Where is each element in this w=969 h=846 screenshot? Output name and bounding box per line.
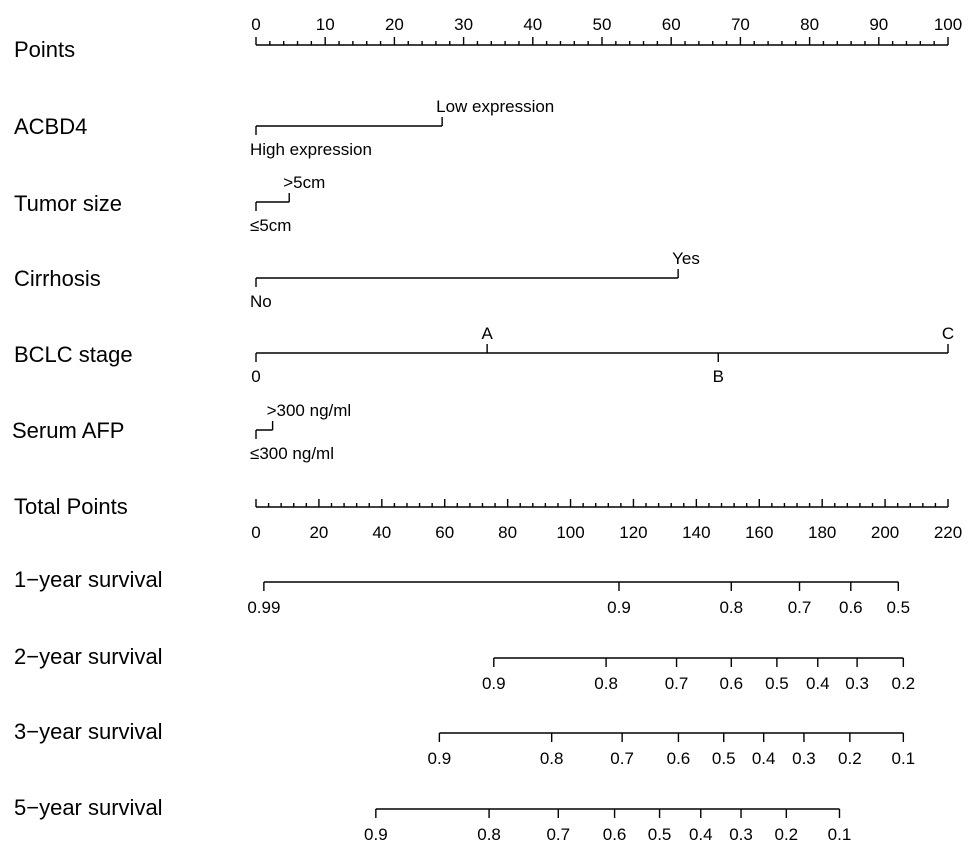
survival-tick-label: 0.3 bbox=[845, 674, 869, 693]
survival-tick-label: 0.5 bbox=[712, 749, 736, 768]
row-labels: Points ACBD4 Tumor size Cirrhosis BCLC s… bbox=[12, 37, 163, 820]
survival-tick-label: 0.9 bbox=[428, 749, 452, 768]
points-tick-label: 100 bbox=[934, 15, 962, 34]
total-points-tick-label: 160 bbox=[745, 523, 773, 542]
variable-label-serum-afp: Serum AFP bbox=[12, 418, 124, 443]
survival-tick-label: 0.1 bbox=[828, 825, 852, 844]
points-tick-label: 20 bbox=[385, 15, 404, 34]
survival-tick-label: 0.7 bbox=[788, 598, 812, 617]
points-tick-label: 60 bbox=[662, 15, 681, 34]
survival-tick-label: 0.9 bbox=[482, 674, 506, 693]
points-tick-label: 70 bbox=[731, 15, 750, 34]
total-points-tick-label: 200 bbox=[871, 523, 899, 542]
variable-level-label: C bbox=[942, 324, 954, 343]
survival-tick-label: 0.4 bbox=[752, 749, 776, 768]
points-tick-label: 80 bbox=[800, 15, 819, 34]
points-axis-label: Points bbox=[14, 37, 75, 62]
variable-label-tumor-size: Tumor size bbox=[14, 191, 122, 216]
variable-level-label: >300 ng/ml bbox=[267, 401, 352, 420]
points-tick-label: 30 bbox=[454, 15, 473, 34]
survival-label-5-year: 5−year survival bbox=[14, 795, 163, 820]
survival-label-1-year: 1−year survival bbox=[14, 567, 163, 592]
survival-tick-label: 0.8 bbox=[540, 749, 564, 768]
points-tick-label: 0 bbox=[251, 15, 260, 34]
variable-label-acbd4: ACBD4 bbox=[14, 114, 87, 139]
variable-label-cirrhosis: Cirrhosis bbox=[14, 266, 101, 291]
survival-tick-label: 0.7 bbox=[665, 674, 689, 693]
points-tick-label: 10 bbox=[316, 15, 335, 34]
survival-tick-label: 0.5 bbox=[886, 598, 910, 617]
survival-tick-label: 0.1 bbox=[892, 749, 916, 768]
survival-tick-label: 0.4 bbox=[689, 825, 713, 844]
variable-level-label: High expression bbox=[250, 140, 372, 159]
survival-tick-label: 0.8 bbox=[477, 825, 501, 844]
total-points-tick-label: 100 bbox=[556, 523, 584, 542]
survival-tick-label: 0.3 bbox=[792, 749, 816, 768]
points-tick-label: 40 bbox=[523, 15, 542, 34]
nomogram-marks: 0 10 20 30 40 50 60 70 80 90 100 High expression Low… bbox=[247, 15, 962, 844]
points-tick-label: 90 bbox=[869, 15, 888, 34]
survival-label-2-year: 2−year survival bbox=[14, 644, 163, 669]
total-points-tick-label: 120 bbox=[619, 523, 647, 542]
total-points-tick-label: 20 bbox=[309, 523, 328, 542]
total-points-tick-label: 80 bbox=[498, 523, 517, 542]
survival-tick-label: 0.7 bbox=[546, 825, 570, 844]
variable-level-label: A bbox=[481, 324, 493, 343]
survival-tick-label: 0.5 bbox=[648, 825, 672, 844]
survival-tick-label: 0.5 bbox=[765, 674, 789, 693]
variable-level-label: Low expression bbox=[436, 97, 554, 116]
variable-level-label: >5cm bbox=[283, 173, 325, 192]
survival-tick-label: 0.9 bbox=[607, 598, 631, 617]
total-points-tick-label: 140 bbox=[682, 523, 710, 542]
survival-tick-label: 0.6 bbox=[839, 598, 863, 617]
variable-level-label: 0 bbox=[251, 367, 260, 386]
survival-tick-label: 0.7 bbox=[610, 749, 634, 768]
survival-tick-label: 0.2 bbox=[892, 674, 916, 693]
survival-tick-label: 0.2 bbox=[838, 749, 862, 768]
survival-tick-label: 0.8 bbox=[594, 674, 618, 693]
total-points-tick-label: 40 bbox=[372, 523, 391, 542]
survival-tick-label: 0.2 bbox=[775, 825, 799, 844]
variable-label-bclc-stage: BCLC stage bbox=[14, 342, 133, 367]
survival-tick-label: 0.6 bbox=[603, 825, 627, 844]
survival-tick-label: 0.6 bbox=[719, 674, 743, 693]
points-tick-label: 50 bbox=[593, 15, 612, 34]
survival-tick-label: 0.99 bbox=[247, 598, 280, 617]
survival-label-3-year: 3−year survival bbox=[14, 719, 163, 744]
total-points-tick-label: 60 bbox=[435, 523, 454, 542]
survival-tick-label: 0.4 bbox=[806, 674, 830, 693]
survival-tick-label: 0.8 bbox=[719, 598, 743, 617]
total-points-tick-label: 0 bbox=[251, 523, 260, 542]
total-points-axis-label: Total Points bbox=[14, 494, 128, 519]
variable-level-label: B bbox=[713, 367, 724, 386]
variable-level-label: Yes bbox=[672, 249, 700, 268]
survival-tick-label: 0.6 bbox=[667, 749, 691, 768]
survival-tick-label: 0.3 bbox=[729, 825, 753, 844]
variable-level-label: ≤5cm bbox=[250, 216, 291, 235]
survival-tick-label: 0.9 bbox=[364, 825, 388, 844]
variable-level-label: ≤300 ng/ml bbox=[250, 444, 334, 463]
variable-level-label: No bbox=[250, 292, 272, 311]
total-points-tick-label: 180 bbox=[808, 523, 836, 542]
total-points-tick-label: 220 bbox=[934, 523, 962, 542]
